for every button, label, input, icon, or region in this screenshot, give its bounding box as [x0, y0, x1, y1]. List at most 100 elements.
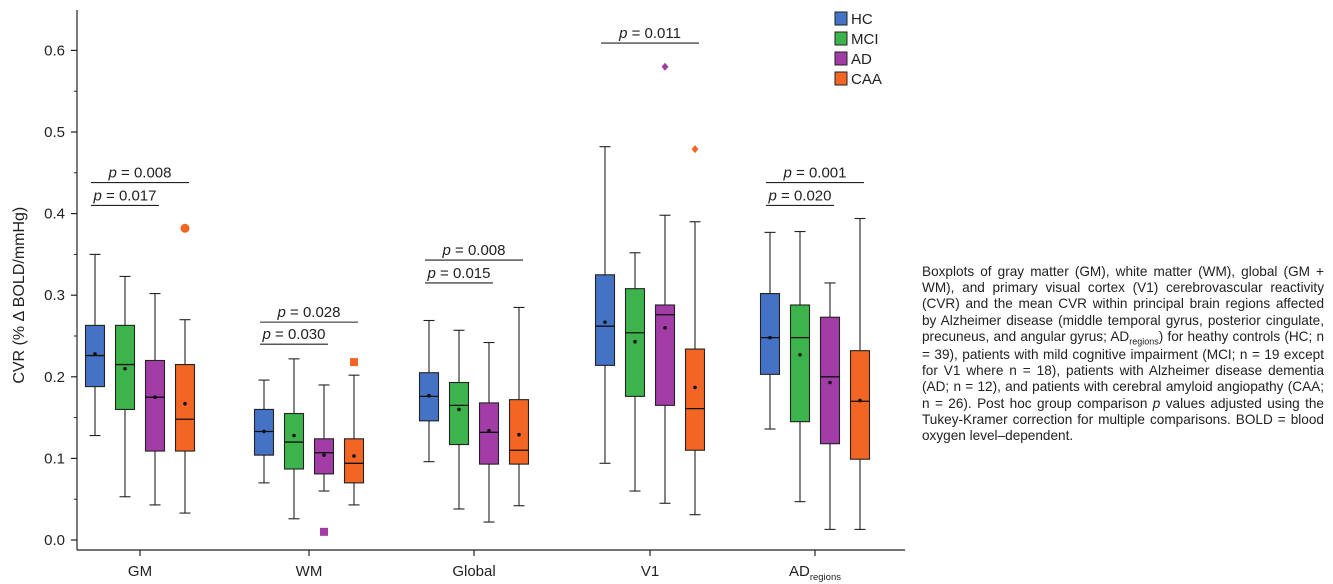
- category-group-v1: p = 0.011: [594, 25, 706, 516]
- box-ad: [313, 384, 335, 536]
- y-tick-label: 0.4: [44, 206, 65, 223]
- mean-marker: [603, 320, 607, 324]
- comparison-label: p = 0.001: [783, 165, 847, 182]
- iqr-box: [849, 350, 871, 460]
- legend: HC MCI AD CAA: [834, 11, 882, 88]
- mean-marker: [828, 380, 832, 385]
- outlier-point: [350, 358, 358, 367]
- comparison-label: p = 0.028: [277, 304, 341, 321]
- box-caa: [343, 358, 365, 506]
- box-hc: [84, 253, 106, 437]
- box-ad: [478, 341, 500, 523]
- legend-item-caa: CAA: [834, 71, 882, 88]
- iqr-box: [759, 293, 781, 375]
- box-mci: [789, 231, 811, 503]
- category-group-global: p = 0.008 p = 0.015: [418, 242, 530, 523]
- iqr-box: [508, 399, 530, 465]
- mean-marker: [487, 428, 491, 433]
- box-mci: [283, 358, 305, 520]
- box-caa: [508, 306, 530, 507]
- mean-marker: [292, 433, 296, 438]
- iqr-box: [448, 381, 470, 446]
- box-mci: [624, 252, 646, 492]
- outlier-point: [691, 145, 699, 154]
- box-hc: [418, 319, 440, 463]
- mean-marker: [123, 366, 127, 371]
- legend-item-mci: MCI: [834, 31, 879, 48]
- legend-swatch: [834, 11, 848, 26]
- iqr-box: [594, 274, 616, 366]
- mean-marker: [427, 393, 431, 398]
- outlier-point: [320, 527, 328, 536]
- axes: 0.0 0.1 0.2 0.3 0.4 0.5 0.6 CVR (% Δ BOLD/mmHg)…: [11, 10, 905, 583]
- iqr-box: [343, 438, 365, 484]
- category-group-wm: p = 0.028 p = 0.030: [253, 304, 365, 536]
- iqr-box: [478, 402, 500, 465]
- iqr-box: [174, 364, 196, 452]
- box-hc: [594, 146, 616, 464]
- mean-marker: [663, 326, 667, 330]
- mean-marker: [183, 401, 187, 406]
- outlier-point: [180, 223, 190, 233]
- box-mci: [114, 275, 136, 498]
- mean-marker: [798, 352, 802, 357]
- box-mci: [448, 329, 470, 510]
- mean-marker: [517, 432, 521, 437]
- x-tick-label: WM: [296, 563, 323, 580]
- legend-swatch: [834, 51, 848, 66]
- box-hc: [253, 379, 275, 484]
- legend-item-ad: AD: [834, 51, 872, 68]
- mean-marker: [768, 335, 772, 340]
- iqr-box: [819, 316, 841, 445]
- mean-marker: [633, 339, 637, 344]
- y-tick-label: 0.1: [44, 450, 65, 467]
- y-tick-label: 0.3: [44, 287, 65, 304]
- x-tick-label: ADregions: [789, 563, 841, 583]
- box-ad: [819, 282, 841, 530]
- x-tick-label: V1: [641, 563, 659, 580]
- category-group-ad: p = 0.001 p = 0.020: [759, 165, 871, 530]
- iqr-box: [144, 359, 166, 452]
- comparison-label: p = 0.030: [262, 326, 326, 343]
- mean-marker: [322, 453, 326, 457]
- iqr-box: [684, 348, 706, 451]
- y-tick-label: 0.2: [44, 369, 65, 386]
- mean-marker: [262, 429, 266, 434]
- y-tick-label: 0.5: [44, 124, 65, 141]
- legend-swatch: [834, 31, 848, 46]
- box-ad: [144, 293, 166, 506]
- iqr-box: [283, 412, 305, 470]
- iqr-box: [654, 304, 676, 406]
- box-ad: [654, 62, 676, 504]
- boxplot-chart: 0.0 0.1 0.2 0.3 0.4 0.5 0.6 CVR (% Δ BOLD/mmHg)…: [11, 10, 905, 583]
- y-axis-title: CVR (% Δ BOLD/mmHg): [11, 207, 28, 384]
- mean-marker: [693, 385, 697, 390]
- x-tick-label: Global: [452, 563, 495, 580]
- box-caa: [849, 217, 871, 530]
- mean-marker: [93, 352, 97, 356]
- y-tick-label: 0.6: [44, 42, 65, 59]
- comparison-label: p = 0.015: [427, 265, 491, 282]
- legend-label: HC: [851, 11, 873, 28]
- legend-label: MCI: [851, 31, 879, 48]
- comparison-label: p = 0.020: [768, 187, 832, 204]
- figure-caption: Boxplots of gray matter (GM), white matt…: [922, 264, 1325, 443]
- comparison-label: p = 0.008: [442, 242, 506, 259]
- mean-marker: [352, 454, 356, 458]
- x-tick-label: GM: [128, 563, 152, 580]
- comparison-label: p = 0.008: [108, 165, 172, 182]
- box-caa: [174, 223, 196, 514]
- mean-marker: [153, 395, 157, 400]
- category-group-gm: p = 0.008 p = 0.017: [84, 165, 196, 514]
- mean-marker: [457, 407, 461, 412]
- y-tick-label: 0.0: [44, 532, 65, 549]
- outlier-point: [661, 62, 669, 71]
- comparison-label: p = 0.011: [618, 25, 681, 42]
- legend-label: AD: [851, 51, 872, 68]
- iqr-box: [789, 304, 811, 423]
- legend-label: CAA: [851, 71, 882, 88]
- legend-item-hc: HC: [834, 11, 873, 28]
- comparison-label: p = 0.017: [93, 187, 157, 204]
- box-hc: [759, 231, 781, 430]
- legend-swatch: [834, 71, 848, 86]
